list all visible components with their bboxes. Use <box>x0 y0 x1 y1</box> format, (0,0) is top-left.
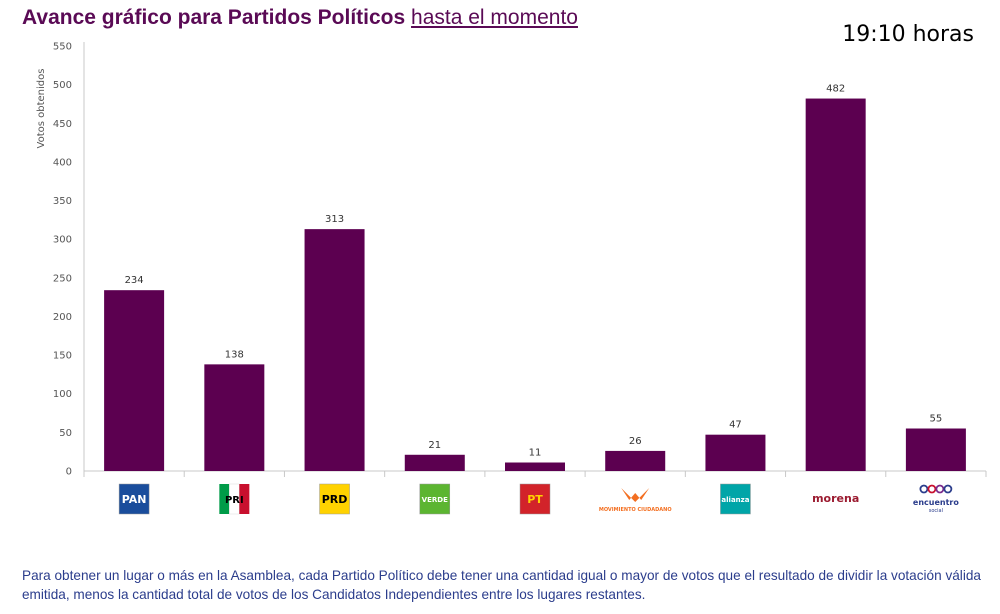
logo-text: PAN <box>122 493 147 506</box>
y-tick-label: 200 <box>53 312 72 323</box>
bar-5 <box>605 450 666 471</box>
morena-logo-icon: morena <box>812 492 859 505</box>
logo-text: MOVIMIENTO CIUDADANO <box>599 507 672 513</box>
y-tick-label: 250 <box>53 273 72 284</box>
logo-subtext: social <box>929 508 943 514</box>
y-tick-label: 0 <box>66 467 72 478</box>
logo-text: encuentro <box>913 498 959 507</box>
y-tick-label: 550 <box>53 42 72 53</box>
bar-value-label: 11 <box>529 448 542 459</box>
y-tick-label: 50 <box>59 428 72 439</box>
pt-logo-icon: PT <box>519 483 551 515</box>
y-tick-label: 500 <box>53 80 72 91</box>
y-tick-label: 150 <box>53 351 72 362</box>
bar-value-label: 313 <box>325 214 344 225</box>
nueva-alianza-logo-icon: alianza <box>720 483 751 515</box>
y-tick-label: 100 <box>53 389 72 400</box>
hasta-el-momento-link[interactable]: hasta el momento <box>411 6 578 29</box>
bar-3 <box>404 454 465 471</box>
logo-text: alianza <box>721 496 749 504</box>
time-label: 19:10 horas <box>842 22 974 47</box>
y-axis-label: Votos obtenidos <box>36 69 47 149</box>
logo-eagle <box>621 488 650 502</box>
bar-chart: Votos obtenidos 0 50 100 150 200 250 300 350 400 4… <box>36 42 987 515</box>
y-tick-label: 400 <box>53 157 72 168</box>
logo-stripe-red <box>239 484 250 514</box>
bar-2 <box>304 229 365 471</box>
bar-value-label: 21 <box>428 440 441 451</box>
logo-ring <box>927 484 937 494</box>
page-title: Avance gráfico para Partidos Políticos h… <box>22 6 578 30</box>
logo-text: morena <box>812 492 859 505</box>
bar-value-label: 234 <box>125 275 144 286</box>
logo-box <box>319 483 350 515</box>
logo-box <box>720 483 751 515</box>
bar-7 <box>805 98 866 471</box>
logo-ring <box>935 484 945 494</box>
logo-box <box>118 483 150 515</box>
logo-ring <box>943 484 953 494</box>
bar-0 <box>104 290 165 471</box>
logo-ring <box>919 484 929 494</box>
pri-logo-icon: PRI <box>219 483 250 515</box>
verde-logo-icon: VERDE <box>419 483 451 515</box>
y-tick-label: 350 <box>53 196 72 207</box>
bar-6 <box>705 434 766 471</box>
logo-text: PRD <box>322 493 348 506</box>
bar-value-label: 55 <box>930 414 943 425</box>
bar-value-label: 26 <box>629 436 642 447</box>
bar-value-label: 138 <box>225 349 244 360</box>
bar-value-label: 482 <box>826 84 845 95</box>
bar-1 <box>204 364 265 471</box>
logo-stripe-green <box>219 484 230 514</box>
movimiento-ciudadano-logo-icon: MOVIMIENTO CIUDADANO <box>599 488 672 513</box>
footnote-text: Para obtener un lugar o más en la Asambl… <box>22 568 981 602</box>
pan-logo-icon: PAN <box>118 483 150 515</box>
page-title-text: Avance gráfico para Partidos Políticos <box>22 6 406 29</box>
bar-4 <box>505 462 565 471</box>
logo-box <box>419 483 451 515</box>
y-tick-label: 300 <box>53 235 72 246</box>
logo-text: PT <box>527 493 543 506</box>
logo-text: VERDE <box>422 496 448 504</box>
logo-box <box>519 483 551 515</box>
bar-value-label: 47 <box>729 420 742 431</box>
logo-text: PRI <box>225 495 244 506</box>
bar-8 <box>905 428 966 471</box>
y-tick-label: 450 <box>53 119 72 130</box>
prd-logo-icon: PRD <box>319 483 350 515</box>
